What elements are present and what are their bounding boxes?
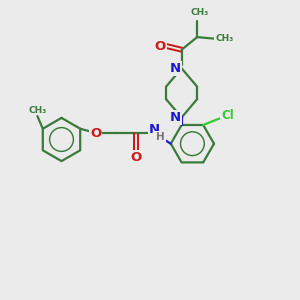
Text: O: O (130, 151, 141, 164)
Text: CH₃: CH₃ (215, 34, 233, 43)
Text: N: N (169, 62, 181, 75)
Text: CH₃: CH₃ (28, 106, 46, 115)
Text: Cl: Cl (221, 109, 234, 122)
Text: N: N (149, 122, 160, 136)
Text: O: O (90, 127, 101, 140)
Text: N: N (169, 111, 181, 124)
Text: CH₃: CH₃ (190, 8, 209, 17)
Text: O: O (154, 40, 166, 52)
Text: H: H (156, 132, 165, 142)
